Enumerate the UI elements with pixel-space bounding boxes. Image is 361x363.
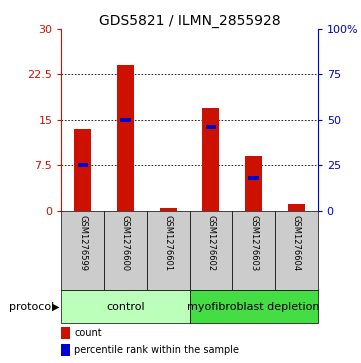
Bar	[248, 176, 259, 180]
Text: GSM1276604: GSM1276604	[292, 215, 301, 271]
Bar	[275, 211, 318, 290]
Text: GSM1276599: GSM1276599	[78, 215, 87, 270]
Bar	[61, 344, 70, 356]
Bar	[120, 118, 131, 122]
Bar	[117, 65, 134, 211]
Bar	[206, 125, 216, 129]
Bar	[245, 156, 262, 211]
Text: GSM1276600: GSM1276600	[121, 215, 130, 271]
Bar	[147, 211, 190, 290]
Bar	[160, 208, 177, 211]
Text: GSM1276603: GSM1276603	[249, 215, 258, 271]
Text: myofibroblast depletion: myofibroblast depletion	[187, 302, 320, 312]
Bar	[61, 290, 190, 323]
Text: control: control	[106, 302, 145, 312]
Text: count: count	[74, 328, 102, 338]
Bar	[288, 204, 305, 211]
Bar	[78, 163, 88, 167]
Bar	[104, 211, 147, 290]
Text: protocol: protocol	[9, 302, 54, 312]
Text: percentile rank within the sample: percentile rank within the sample	[74, 345, 239, 355]
Bar	[190, 290, 318, 323]
Title: GDS5821 / ILMN_2855928: GDS5821 / ILMN_2855928	[99, 14, 280, 28]
Bar	[61, 211, 104, 290]
Text: GSM1276601: GSM1276601	[164, 215, 173, 271]
Bar	[61, 327, 70, 339]
Bar	[202, 108, 219, 211]
Bar	[74, 129, 91, 211]
Bar	[232, 211, 275, 290]
Text: GSM1276602: GSM1276602	[206, 215, 216, 271]
Text: ▶: ▶	[52, 302, 60, 312]
Bar	[190, 211, 232, 290]
